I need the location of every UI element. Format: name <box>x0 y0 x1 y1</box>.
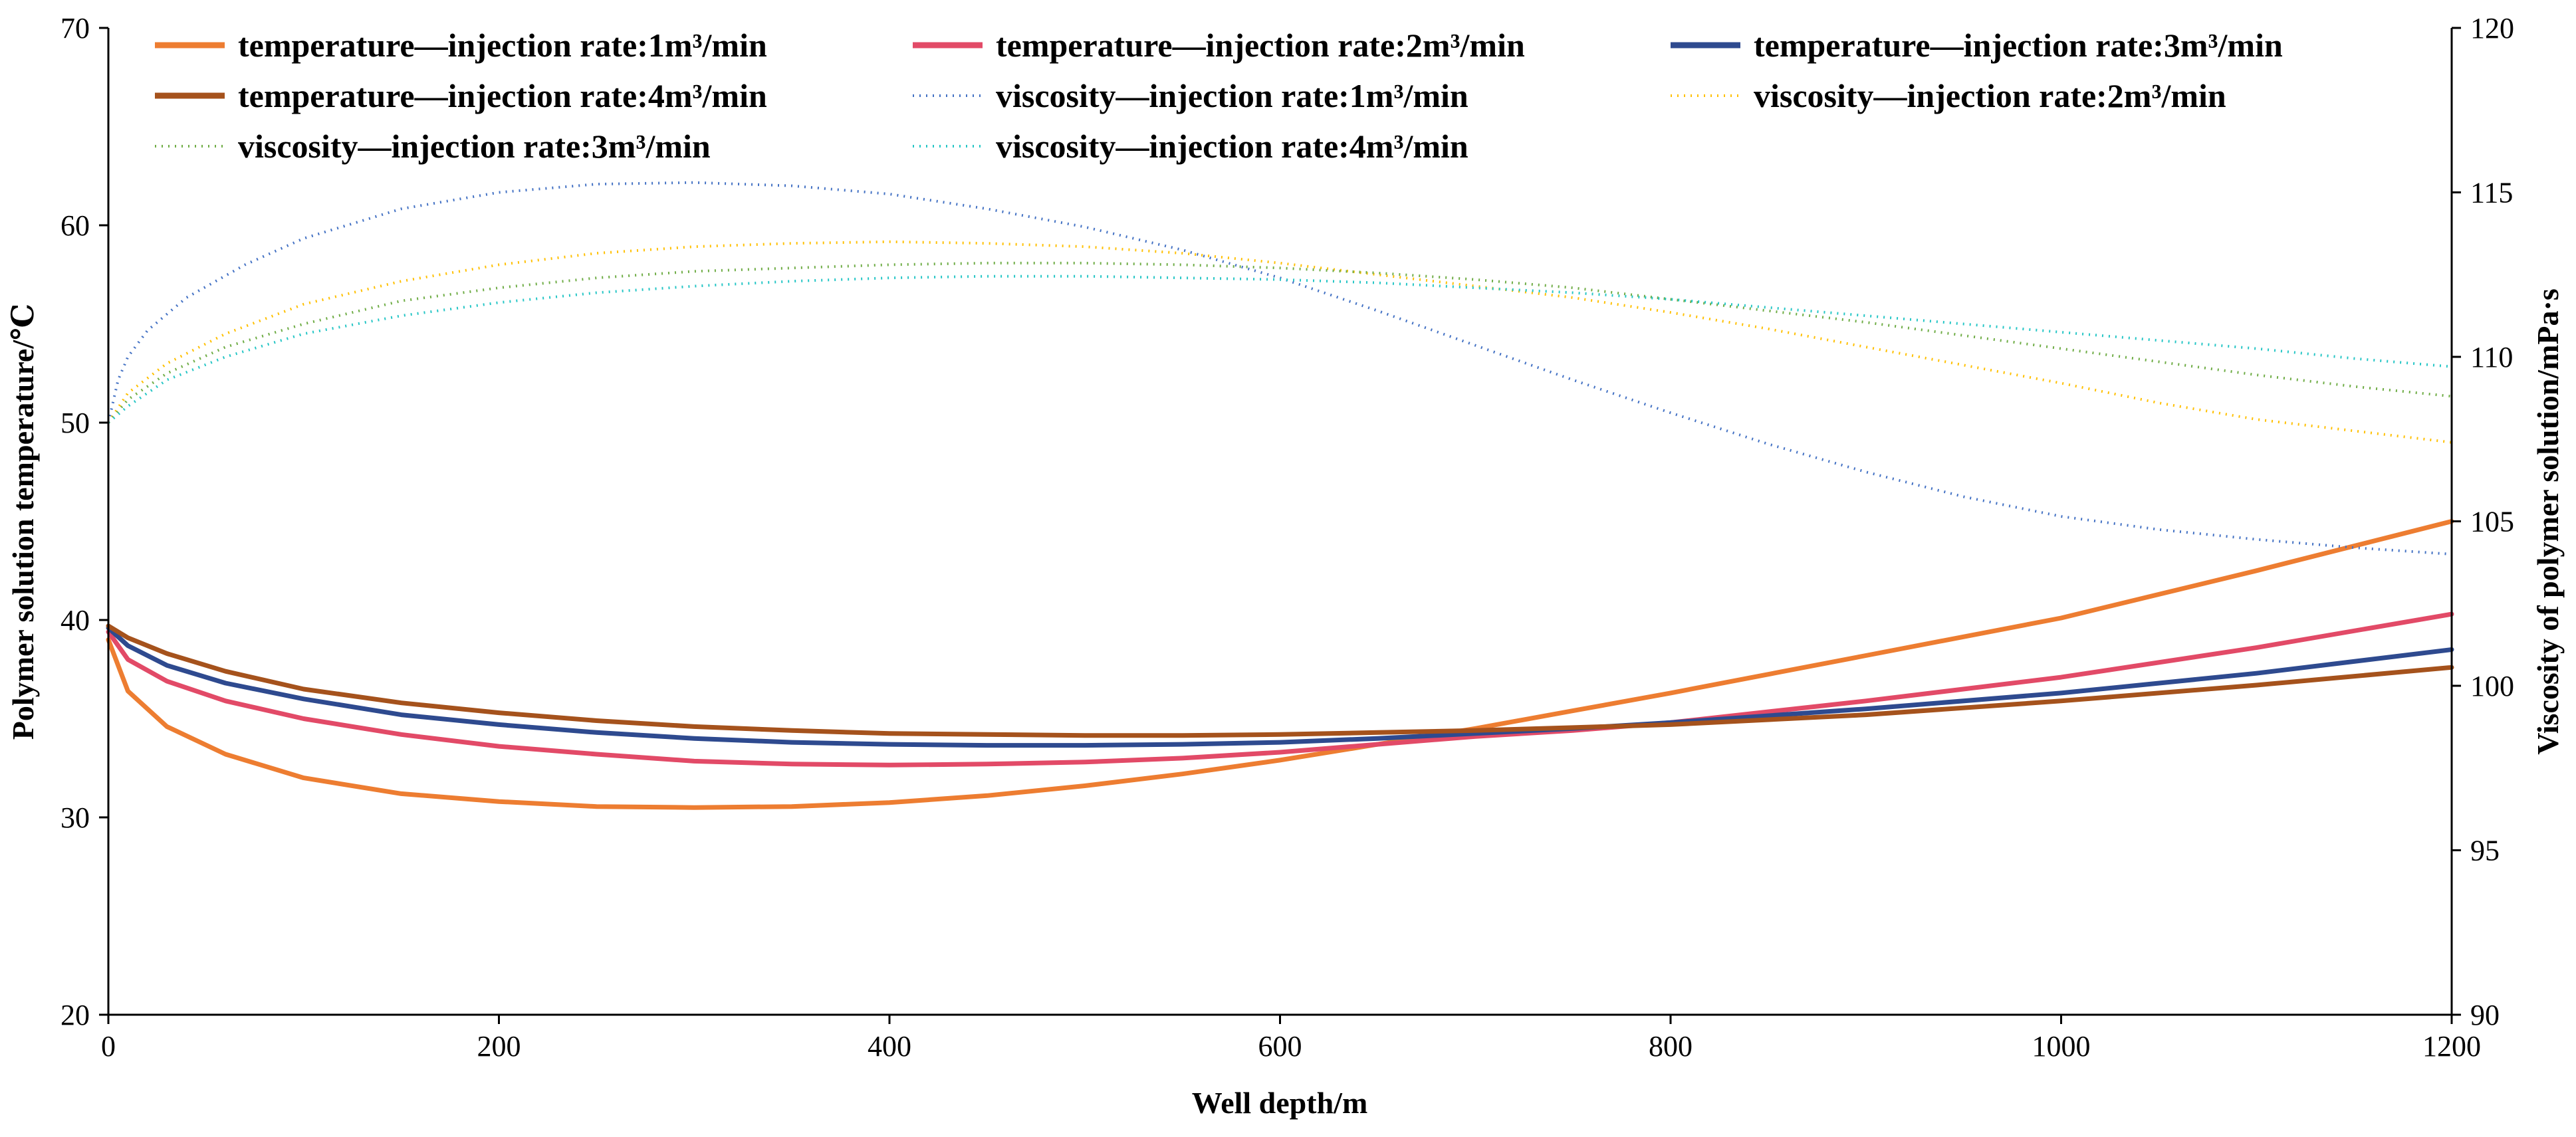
x-tick-label: 200 <box>477 1030 521 1063</box>
left-y-tick-label: 60 <box>60 209 90 242</box>
legend-item-7: viscosity—injection rate:3m³/min <box>155 128 711 165</box>
right-y-tick-label: 95 <box>2470 835 2500 867</box>
legend-label: temperature—injection rate:4m³/min <box>238 77 767 114</box>
series-line-2 <box>106 611 2454 768</box>
series-line-7 <box>107 261 2452 424</box>
x-tick-label: 1200 <box>2422 1030 2481 1063</box>
x-tick-label: 0 <box>101 1030 116 1063</box>
legend: temperature—injection rate:1m³/min temper… <box>155 27 2283 165</box>
legend-item-1: temperature—injection rate:1m³/min <box>155 27 767 64</box>
series-line-6 <box>107 240 2452 444</box>
legend-label: temperature—injection rate:1m³/min <box>238 27 767 64</box>
x-tick-label: 1000 <box>2032 1030 2091 1063</box>
legend-item-6: viscosity—injection rate:2m³/min <box>1671 77 2226 114</box>
x-ticks: 0 200 400 600 800 1000 1200 <box>101 1015 2481 1063</box>
right-y-axis-title: Viscosity of polymer solution/mPa·s <box>2531 288 2565 755</box>
right-y-tick-label: 110 <box>2470 341 2513 373</box>
series-line-1 <box>106 519 2454 810</box>
legend-item-8: viscosity—injection rate:4m³/min <box>913 128 1468 165</box>
right-y-tick-label: 115 <box>2470 177 2513 209</box>
right-y-tick-label: 100 <box>2470 670 2514 702</box>
legend-label: temperature—injection rate:2m³/min <box>996 27 1525 64</box>
x-tick-label: 800 <box>1649 1030 1693 1063</box>
legend-label: viscosity—injection rate:3m³/min <box>238 128 711 165</box>
series-line-8 <box>107 274 2452 424</box>
legend-item-2: temperature—injection rate:2m³/min <box>913 27 1525 64</box>
legend-label: viscosity—injection rate:1m³/min <box>996 77 1468 114</box>
left-y-tick-label: 20 <box>60 999 90 1031</box>
legend-label: viscosity—injection rate:2m³/min <box>1754 77 2226 114</box>
left-y-ticks: 20 30 40 50 60 70 <box>60 12 108 1031</box>
legend-item-4: temperature—injection rate:4m³/min <box>155 77 767 114</box>
x-tick-label: 600 <box>1258 1030 1302 1063</box>
x-tick-label: 400 <box>868 1030 911 1063</box>
series-line-4 <box>106 623 2454 738</box>
right-y-ticks: 90 95 100 105 110 115 120 <box>2452 12 2514 1031</box>
legend-item-3: temperature—injection rate:3m³/min <box>1671 27 2283 64</box>
left-y-tick-label: 40 <box>60 604 90 637</box>
series-layer <box>106 181 2454 810</box>
legend-label: viscosity—injection rate:4m³/min <box>996 128 1468 165</box>
left-y-tick-label: 50 <box>60 407 90 439</box>
series-line-5 <box>107 181 2452 556</box>
legend-item-5: viscosity—injection rate:1m³/min <box>913 77 1468 114</box>
plot-area: 0 200 400 600 800 1000 1200 20 30 40 50 60 70 90 95 1… <box>60 12 2514 1063</box>
left-y-axis-title: Polymer solution temperature/℃ <box>6 304 40 740</box>
right-y-tick-label: 120 <box>2470 12 2514 45</box>
legend-label: temperature—injection rate:3m³/min <box>1754 27 2283 64</box>
left-y-tick-label: 30 <box>60 801 90 834</box>
x-axis-title: Well depth/m <box>1192 1086 1368 1120</box>
left-y-tick-label: 70 <box>60 12 90 45</box>
right-y-tick-label: 90 <box>2470 999 2500 1031</box>
right-y-tick-label: 105 <box>2470 506 2514 538</box>
series-line-3 <box>106 625 2454 748</box>
